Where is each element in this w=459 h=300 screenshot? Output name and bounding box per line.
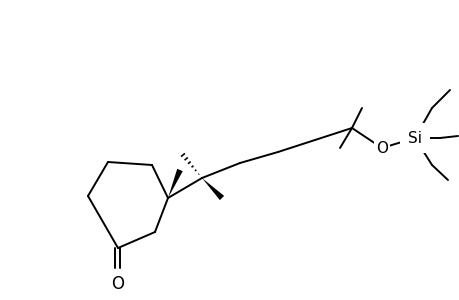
Text: O: O: [375, 140, 387, 155]
Polygon shape: [168, 169, 182, 198]
Text: O: O: [111, 275, 124, 293]
Polygon shape: [202, 178, 224, 200]
Text: Si: Si: [407, 130, 421, 146]
